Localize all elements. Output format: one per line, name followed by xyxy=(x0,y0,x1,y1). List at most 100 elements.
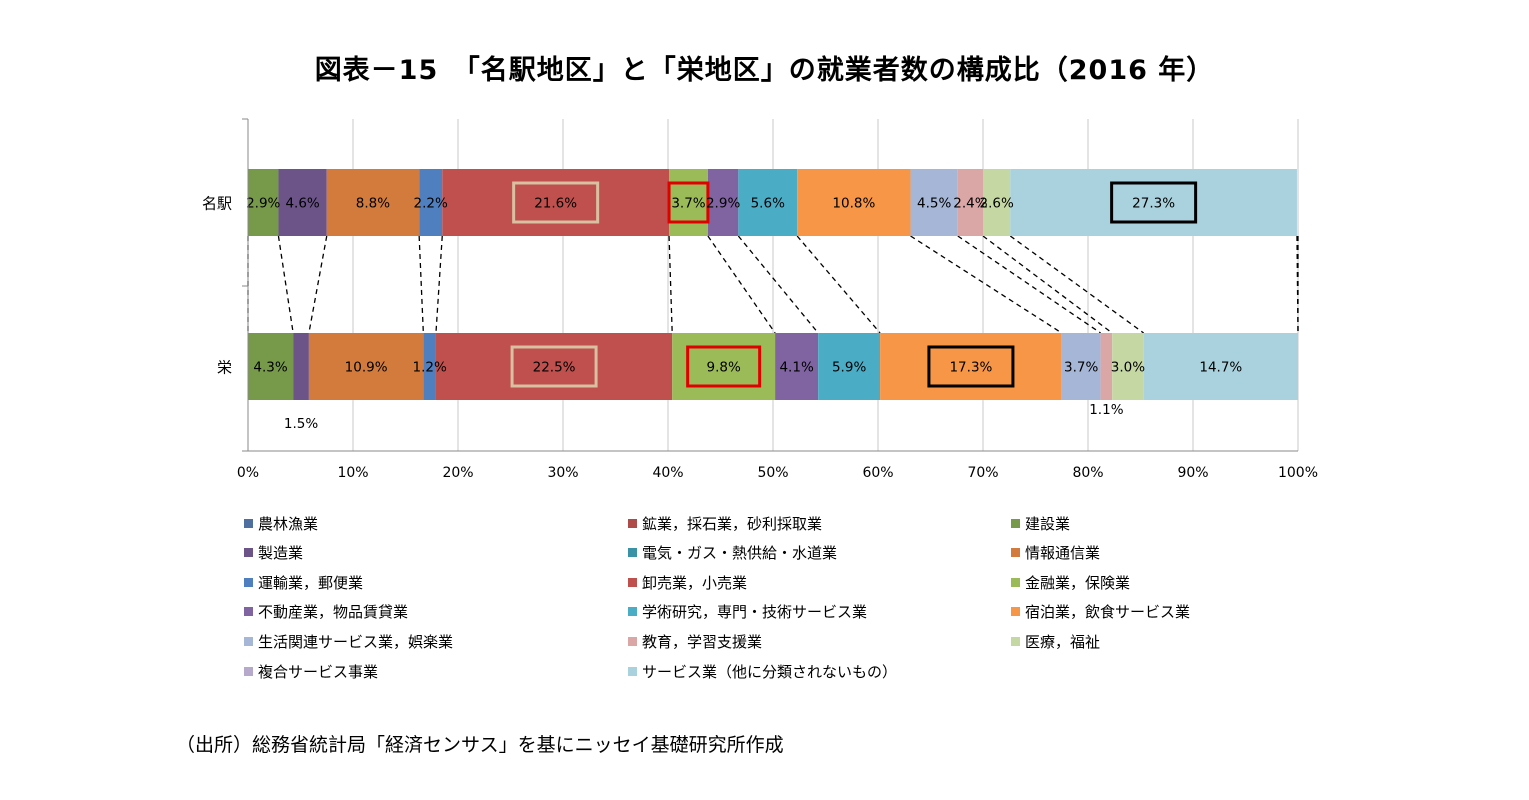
highlight-frame xyxy=(1110,181,1198,224)
stacked-bar-chart: 2.9% 4.6% 8.8% 2.2% 21.6% 3.7% 2.9% 5.6% 10.8% 4.… xyxy=(202,118,1318,481)
legend-label: 複合サービス事業 xyxy=(258,662,379,681)
connector-line xyxy=(308,235,328,334)
highlight-frame xyxy=(927,345,1015,388)
axes: 0% 10% 20% 30% 40% 50% 60% 70% 80% 90% 100% 名駅栄 xyxy=(202,118,1318,481)
bar-segment xyxy=(983,169,1011,236)
legend-item: 建設業 xyxy=(1011,512,1070,534)
connector-line xyxy=(277,235,294,334)
bar-segment xyxy=(1143,333,1298,400)
data-label: 2.4% xyxy=(953,196,987,212)
category-label: 栄 xyxy=(217,359,232,377)
bar-segment xyxy=(423,333,436,400)
legend-swatch xyxy=(244,636,253,646)
data-label: 2.2% xyxy=(414,196,448,212)
x-tick-label: 20% xyxy=(442,465,473,481)
legend-item: 卸売業，小売業 xyxy=(628,571,747,593)
legend-item: 製造業 xyxy=(244,542,303,564)
connector-line xyxy=(707,235,776,334)
x-tick-label: 50% xyxy=(757,465,788,481)
highlight-frame xyxy=(510,345,598,388)
bar-segment xyxy=(707,169,739,236)
bar-segment xyxy=(910,169,958,236)
legend-swatch xyxy=(244,518,253,528)
bar-segment xyxy=(818,333,881,400)
connector-line xyxy=(957,235,1101,334)
source-note: （出所）総務省統計局「経済センサス」を基にニッセイ基礎研究所作成 xyxy=(176,734,784,756)
data-label: 4.6% xyxy=(285,196,319,212)
bar-segment xyxy=(248,333,294,400)
data-label: 1.1% xyxy=(1089,402,1123,418)
connector-line xyxy=(982,235,1113,334)
gridlines xyxy=(352,119,1299,451)
connector-line xyxy=(418,235,424,334)
legend-swatch xyxy=(628,548,637,558)
legend-swatch xyxy=(244,607,253,617)
connector-line xyxy=(796,235,881,334)
legend-label: 鉱業，採石業，砂利採取業 xyxy=(642,514,823,533)
data-label: 4.3% xyxy=(253,360,287,376)
legend-swatch xyxy=(628,666,637,676)
bar-segment xyxy=(248,169,279,236)
data-label: 1.5% xyxy=(284,416,318,432)
legend-label: 農林漁業 xyxy=(258,514,319,533)
legend-item: サービス業（他に分類されないもの） xyxy=(628,660,897,682)
data-label: 5.9% xyxy=(832,360,866,376)
data-label: 10.8% xyxy=(832,196,875,212)
legend-label: 製造業 xyxy=(258,544,304,563)
bar-segment xyxy=(880,333,1062,400)
connector-line xyxy=(910,235,1063,334)
data-label: 22.5% xyxy=(533,360,576,376)
bar-segment xyxy=(1061,333,1101,400)
data-labels: 2.9% 4.6% 8.8% 2.2% 21.6% 3.7% 2.9% 5.6% 10.8% 4.… xyxy=(246,196,1242,433)
x-tick-label: 90% xyxy=(1177,465,1208,481)
legend-item: 不動産業，物品賃貸業 xyxy=(244,601,408,623)
bar-segment xyxy=(278,169,327,236)
x-tick-label: 10% xyxy=(337,465,368,481)
bar-segment xyxy=(775,333,819,400)
bar-segment xyxy=(669,169,708,236)
data-label: 14.7% xyxy=(1199,360,1242,376)
data-label: 17.3% xyxy=(949,360,992,376)
legend-swatch xyxy=(1011,548,1020,558)
connector-line xyxy=(435,235,443,334)
legend-item: 教育，学習支援業 xyxy=(628,630,762,652)
legend-item: 医療，福祉 xyxy=(1011,630,1100,652)
data-label: 2.9% xyxy=(706,196,740,212)
legend-swatch xyxy=(1011,577,1020,587)
legend-label: サービス業（他に分類されないもの） xyxy=(642,662,898,681)
legend-item: 宿泊業，飲食サービス業 xyxy=(1011,601,1190,623)
legend-swatch xyxy=(244,666,253,676)
legend-label: 教育，学習支援業 xyxy=(642,632,763,651)
bar-segment xyxy=(797,169,911,236)
highlight-frame xyxy=(512,181,600,224)
data-label: 1.2% xyxy=(412,360,446,376)
data-label: 3.7% xyxy=(1064,360,1098,376)
legend-label: 金融業，保険業 xyxy=(1025,573,1131,592)
legend-item: 金融業，保険業 xyxy=(1011,571,1130,593)
x-tick-label: 80% xyxy=(1072,465,1103,481)
legend-swatch xyxy=(1011,636,1020,646)
highlight-frame xyxy=(686,345,762,388)
bar-segment xyxy=(442,169,670,236)
legend-label: 宿泊業，飲食サービス業 xyxy=(1025,603,1191,622)
bar-segment xyxy=(308,333,424,400)
bar-segment xyxy=(435,333,673,400)
data-label: 27.3% xyxy=(1132,196,1175,212)
data-label: 21.6% xyxy=(534,196,577,212)
legend-item: 農林漁業 xyxy=(244,512,318,534)
data-label: 2.9% xyxy=(246,196,280,212)
legend-item: 学術研究，専門・技術サービス業 xyxy=(628,601,867,623)
legend-swatch xyxy=(628,577,637,587)
legend-swatch xyxy=(1011,607,1020,617)
data-label: 3.0% xyxy=(1111,360,1145,376)
bar-segment xyxy=(1010,169,1297,236)
x-tick-label: 0% xyxy=(237,465,259,481)
legend-swatch xyxy=(1011,518,1020,528)
legend-label: 不動産業，物品賃貸業 xyxy=(258,603,409,622)
x-tick-label: 100% xyxy=(1278,465,1318,481)
data-label: 8.8% xyxy=(356,196,390,212)
data-label: 5.6% xyxy=(751,196,785,212)
data-label: 10.9% xyxy=(345,360,388,376)
data-label: 4.1% xyxy=(779,360,813,376)
connector-line xyxy=(1009,235,1145,334)
